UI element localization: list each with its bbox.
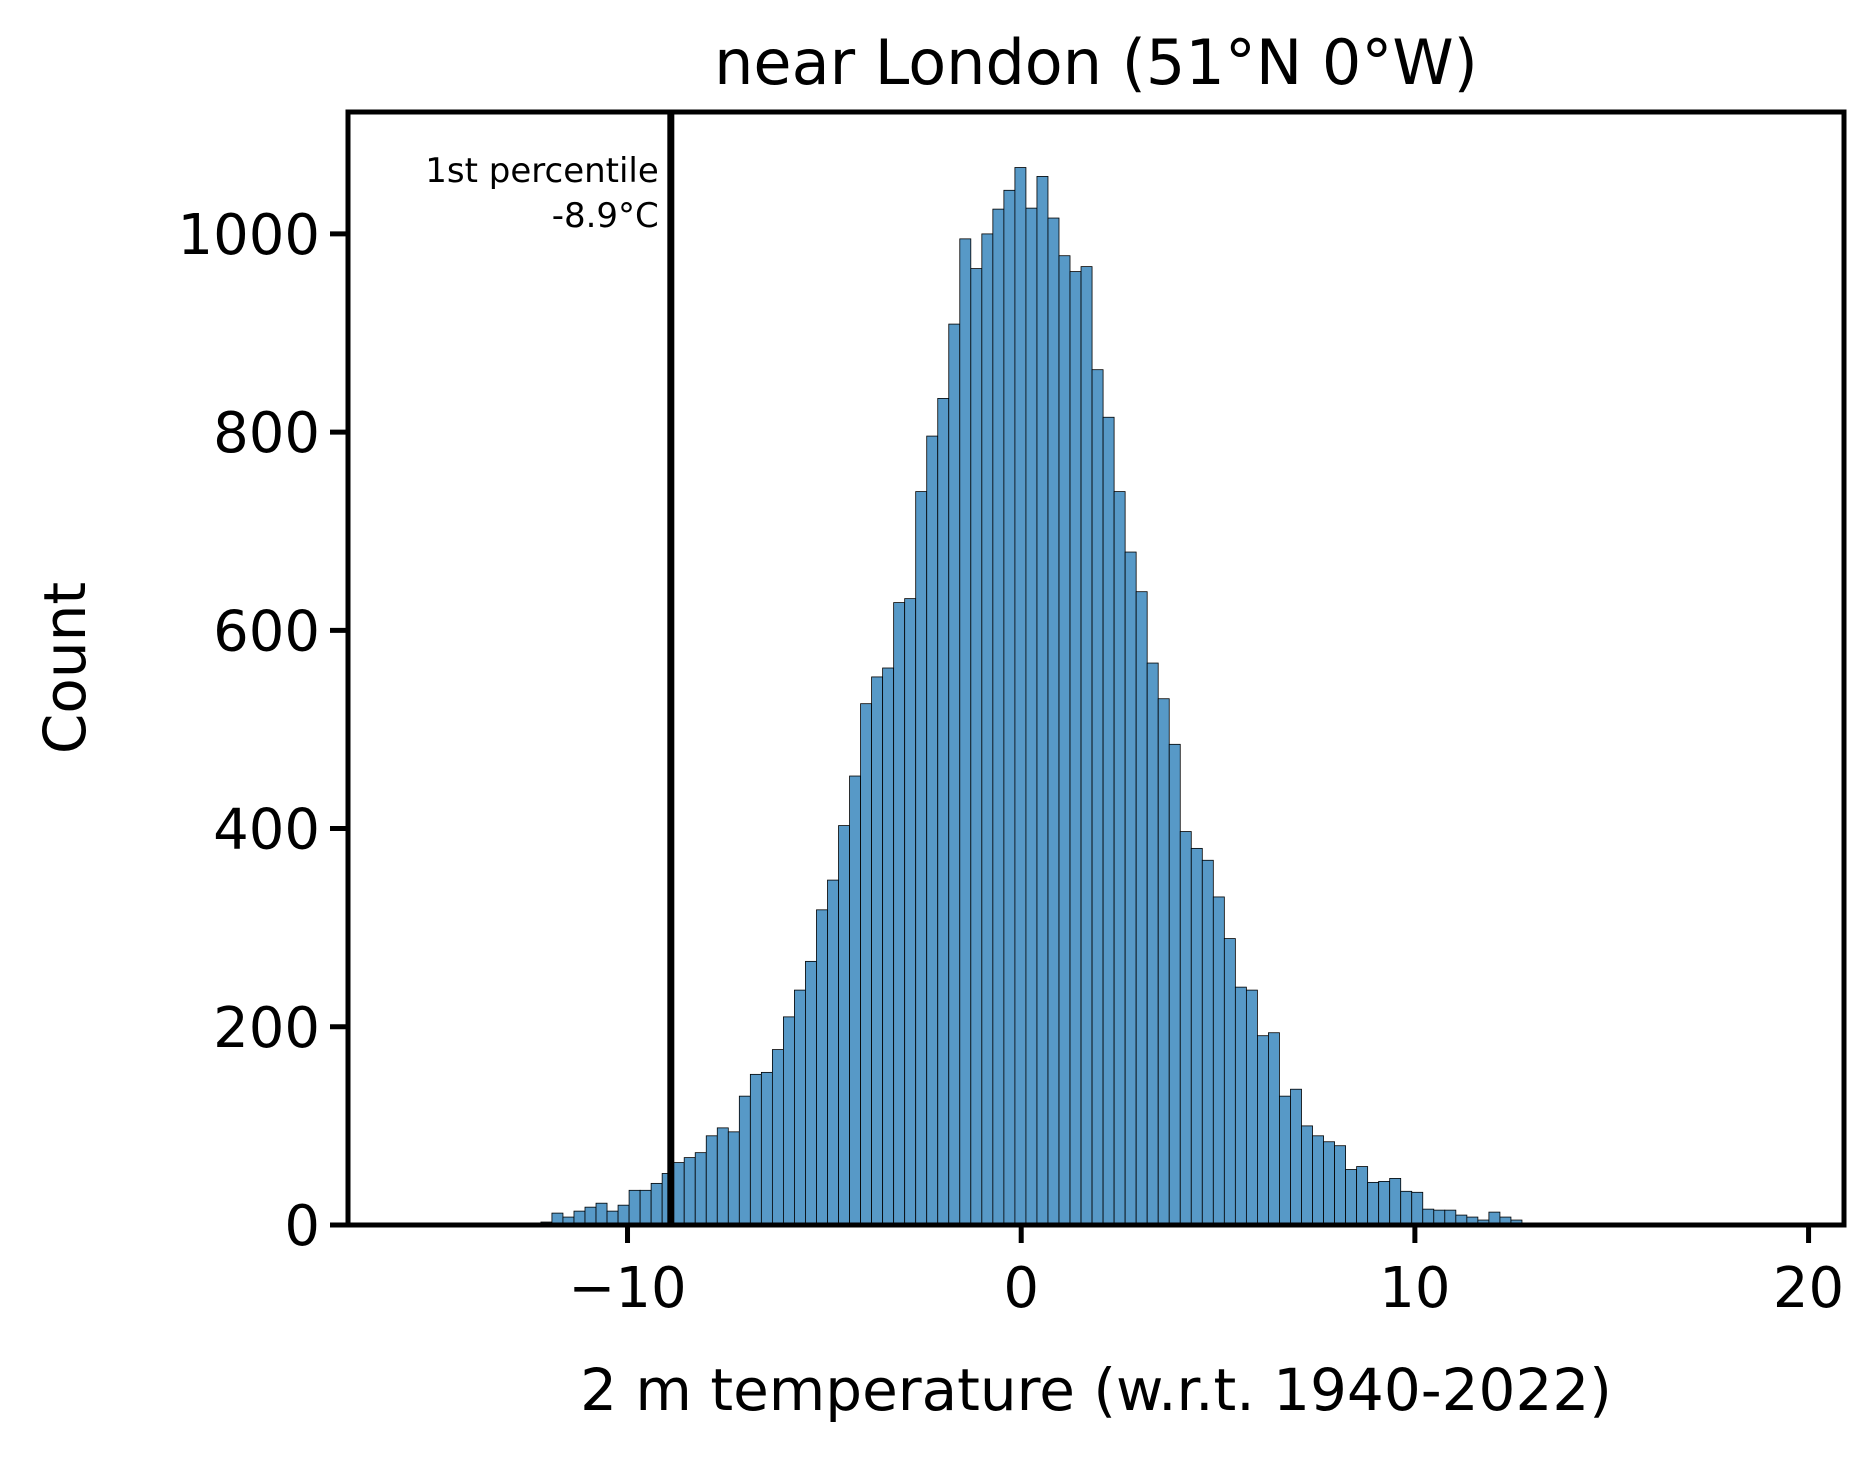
x-tick-label: 10 [1379,1256,1450,1321]
y-tick-label: 0 [284,1194,320,1259]
bar [705,1135,718,1226]
bar [1367,1181,1380,1226]
bar [882,667,895,1226]
x-tick-label: 20 [1773,1256,1844,1321]
bar [959,238,972,1226]
bar [738,1095,751,1226]
bar [981,233,994,1226]
bar [860,703,873,1226]
bar [893,602,906,1226]
bar [1014,167,1027,1226]
bar [650,1182,663,1226]
bar [672,1162,685,1226]
bar [1223,938,1236,1226]
x-axis-label: 2 m temperature (w.r.t. 1940-2022) [580,1356,1612,1424]
bar [1378,1180,1391,1226]
bar [816,909,828,1226]
bar [1091,369,1104,1226]
bar [926,435,939,1226]
bar [1113,491,1126,1226]
bar [1190,847,1203,1226]
bar [838,825,850,1226]
x-tick-label: 0 [1003,1256,1039,1321]
bar [595,1202,608,1226]
y-tick-label: 600 [213,599,320,664]
bar [849,775,861,1226]
bar [1201,859,1214,1226]
bar [1003,189,1016,1226]
bar [783,1016,795,1226]
bar [1234,986,1247,1226]
bar [683,1157,696,1226]
y-tick-label: 400 [213,798,320,863]
bar [1102,416,1115,1226]
bar [1356,1166,1369,1226]
bar [970,268,983,1226]
bar [1124,551,1137,1226]
bar [639,1189,652,1226]
bar [1334,1145,1346,1226]
bar [1323,1141,1335,1226]
bar [760,1071,773,1226]
bar [1168,743,1181,1226]
bar [1400,1190,1413,1226]
bar [584,1206,597,1226]
bar [1257,1035,1269,1226]
bar [794,989,806,1226]
bar [727,1131,740,1226]
y-tick-label: 200 [213,996,320,1061]
bar [827,879,839,1226]
bar [904,598,917,1226]
bar [1345,1169,1358,1226]
chart-title: near London (51°N 0°W) [714,26,1478,99]
bar [617,1204,630,1226]
x-tick-label: −10 [568,1256,686,1321]
bar [1245,989,1258,1226]
percentile-value-label: -8.9°C [552,196,659,236]
y-axis-label: Count [31,582,99,754]
percentile-name: 1st percentile [425,151,659,191]
bar [937,398,950,1226]
bar [1047,217,1060,1226]
bar [716,1127,729,1226]
bar [1279,1095,1291,1226]
bar [1290,1088,1302,1226]
bar [915,491,928,1226]
y-tick-label: 1000 [177,203,320,268]
bar [1212,896,1225,1226]
bar [1058,255,1071,1226]
bar [694,1152,707,1226]
bar [1080,266,1093,1226]
bar [749,1073,762,1226]
bar [948,323,961,1226]
bar [1301,1125,1313,1226]
bar [1135,591,1148,1226]
bar [1389,1178,1402,1226]
bar [1036,176,1049,1226]
bar [1025,207,1038,1226]
bar [771,1049,784,1226]
axes-frame [345,109,1847,1228]
bar [1411,1191,1424,1226]
bar [805,960,817,1226]
bar [628,1189,641,1226]
bar [1312,1135,1324,1226]
bar [1157,698,1170,1226]
bar [1069,271,1082,1226]
y-tick-label: 800 [213,401,320,466]
bar [871,676,884,1226]
bar [1268,1032,1280,1226]
bar [1146,662,1159,1226]
bar [992,208,1005,1226]
bar [1179,831,1192,1226]
